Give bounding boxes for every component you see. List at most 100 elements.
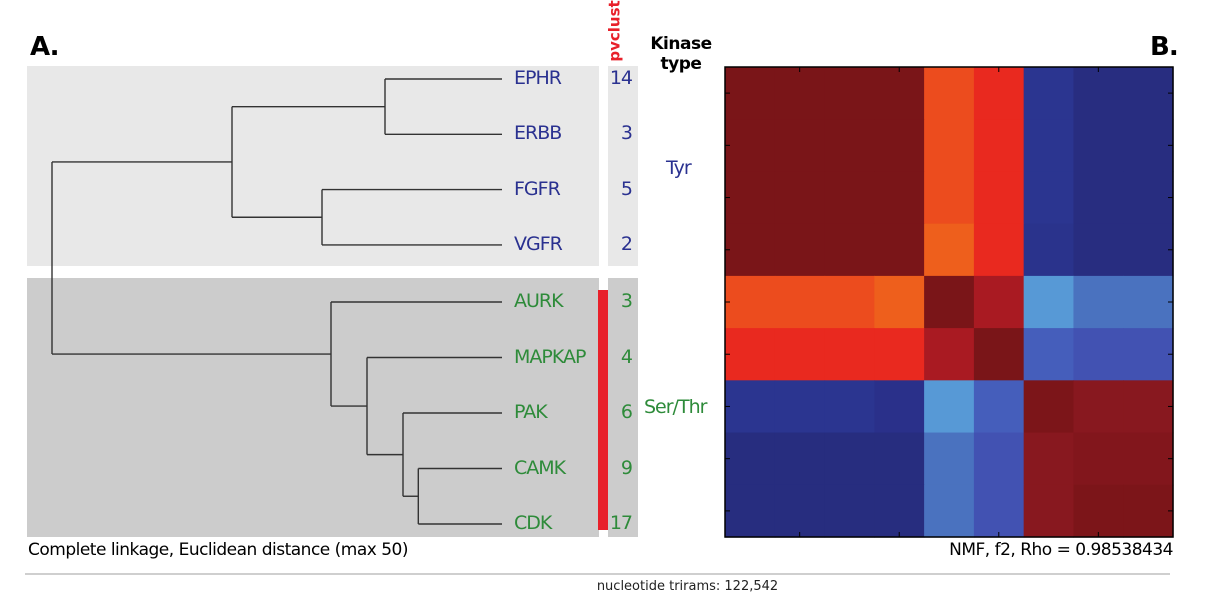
heatmap-cell bbox=[774, 67, 826, 120]
leaf-count: 3 bbox=[620, 290, 633, 312]
leaf-label: CDK bbox=[514, 512, 552, 534]
leaf-label: ERBB bbox=[514, 122, 562, 145]
heatmap-cell bbox=[1073, 67, 1124, 120]
heatmap-cell bbox=[824, 223, 875, 277]
heatmap-cell bbox=[1073, 171, 1124, 225]
heatmap-cell bbox=[1123, 223, 1174, 277]
heatmap-cell bbox=[824, 119, 875, 173]
heatmap-cell bbox=[973, 171, 1025, 225]
heatmap-cell bbox=[774, 223, 826, 277]
heatmap-cell bbox=[1023, 484, 1075, 538]
heatmap-cell bbox=[824, 275, 875, 329]
leaf-count: 9 bbox=[620, 456, 633, 479]
ser-thr-count-background bbox=[608, 278, 638, 537]
heatmap-cell bbox=[874, 67, 925, 120]
heatmap-cell bbox=[1023, 380, 1075, 434]
heatmap-cell bbox=[874, 275, 925, 329]
heatmap-cell bbox=[1073, 484, 1124, 538]
heatmap-cell bbox=[774, 432, 826, 486]
heatmap-cell bbox=[1023, 432, 1075, 486]
heatmap-cell bbox=[973, 119, 1025, 173]
leaf-count: 17 bbox=[609, 512, 633, 534]
heatmap-cell bbox=[874, 223, 925, 277]
heatmap-cell bbox=[725, 119, 776, 173]
leaf-label: VGFR bbox=[514, 232, 563, 255]
heatmap-cell bbox=[1073, 119, 1124, 173]
heatmap-cell bbox=[973, 275, 1025, 329]
heatmap-cell bbox=[1073, 328, 1124, 381]
heatmap-cell bbox=[1123, 67, 1174, 120]
heatmap-cell bbox=[1023, 67, 1075, 120]
pvclust-significance-bar bbox=[598, 290, 608, 530]
heatmap-cell bbox=[1123, 484, 1174, 538]
heatmap-cell bbox=[725, 171, 776, 225]
leaf-count: 5 bbox=[620, 177, 633, 200]
heatmap-cell bbox=[774, 380, 826, 434]
tyr-cluster-background bbox=[27, 66, 599, 266]
heatmap-cell bbox=[1023, 171, 1075, 225]
heatmap-cell bbox=[973, 223, 1025, 277]
tyr-count-background bbox=[608, 66, 638, 266]
heatmap-cell bbox=[1023, 223, 1075, 277]
leaf-label: PAK bbox=[514, 401, 548, 423]
heatmap-cell bbox=[824, 432, 875, 486]
heatmap-cell bbox=[774, 328, 826, 381]
heatmap-cell bbox=[874, 484, 925, 538]
heatmap-cell bbox=[1023, 328, 1075, 381]
heatmap-cell bbox=[1073, 432, 1124, 486]
kinase-type-header: Kinase type bbox=[646, 34, 716, 74]
leaf-label: AURK bbox=[514, 290, 564, 312]
heatmap-cell bbox=[725, 328, 776, 381]
heatmap-cell bbox=[1123, 171, 1174, 225]
heatmap-title: NMF, f2, Rho = 0.98538434 bbox=[949, 540, 1173, 560]
kinase-type-tyr: Tyr bbox=[666, 157, 692, 179]
heatmap-cell bbox=[824, 328, 875, 381]
heatmap-cell bbox=[1123, 380, 1174, 434]
leaf-label: MAPKAP bbox=[514, 345, 586, 368]
heatmap-cell bbox=[774, 119, 826, 173]
heatmap-cell bbox=[725, 484, 776, 538]
kinase-type-header-line1: Kinase bbox=[650, 34, 712, 54]
heatmap-cell bbox=[973, 484, 1025, 538]
footer-text: nucleotide trirams: 122,542 bbox=[596, 579, 779, 594]
heatmap-cell bbox=[973, 432, 1025, 486]
heatmap-cell bbox=[874, 171, 925, 225]
heatmap-cell bbox=[824, 380, 875, 434]
heatmap-cell bbox=[924, 484, 975, 538]
heatmap-cell bbox=[774, 171, 826, 225]
heatmap-cell bbox=[725, 223, 776, 277]
panel-b-label: B. bbox=[1150, 32, 1179, 62]
pvclust-label: pvclust bbox=[605, 0, 624, 62]
heatmap-cell bbox=[924, 328, 975, 381]
heatmap-cell bbox=[924, 223, 975, 277]
ser-thr-cluster-background bbox=[27, 278, 599, 537]
heatmap-cell bbox=[924, 432, 975, 486]
leaf-count: 3 bbox=[620, 122, 633, 145]
leaf-count: 2 bbox=[620, 232, 633, 255]
heatmap-cell bbox=[725, 275, 776, 329]
heatmap-cell bbox=[924, 171, 975, 225]
kinase-type-ser-thr: Ser/Thr bbox=[644, 396, 707, 418]
heatmap-cell bbox=[874, 119, 925, 173]
kinase-type-header-line2: type bbox=[660, 54, 702, 74]
heatmap-cell bbox=[1123, 432, 1174, 486]
leaf-label: EPHR bbox=[514, 67, 562, 89]
heatmap-cell bbox=[1073, 223, 1124, 277]
heatmap-cell bbox=[774, 484, 826, 538]
heatmap-cell bbox=[924, 119, 975, 173]
heatmap-cell bbox=[725, 432, 776, 486]
heatmap-cell bbox=[973, 380, 1025, 434]
heatmap-cell bbox=[1023, 119, 1075, 173]
heatmap-cell bbox=[924, 67, 975, 120]
heatmap-cell bbox=[725, 380, 776, 434]
heatmap-cell bbox=[874, 432, 925, 486]
heatmap bbox=[724, 66, 1174, 538]
heatmap-cell bbox=[774, 275, 826, 329]
heatmap-cell bbox=[824, 67, 875, 120]
leaf-count: 4 bbox=[620, 345, 633, 368]
heatmap-cell bbox=[874, 380, 925, 434]
dendrogram bbox=[51, 78, 502, 525]
heatmap-cell bbox=[1073, 275, 1124, 329]
dendrogram-caption: Complete linkage, Euclidean distance (ma… bbox=[28, 540, 409, 560]
